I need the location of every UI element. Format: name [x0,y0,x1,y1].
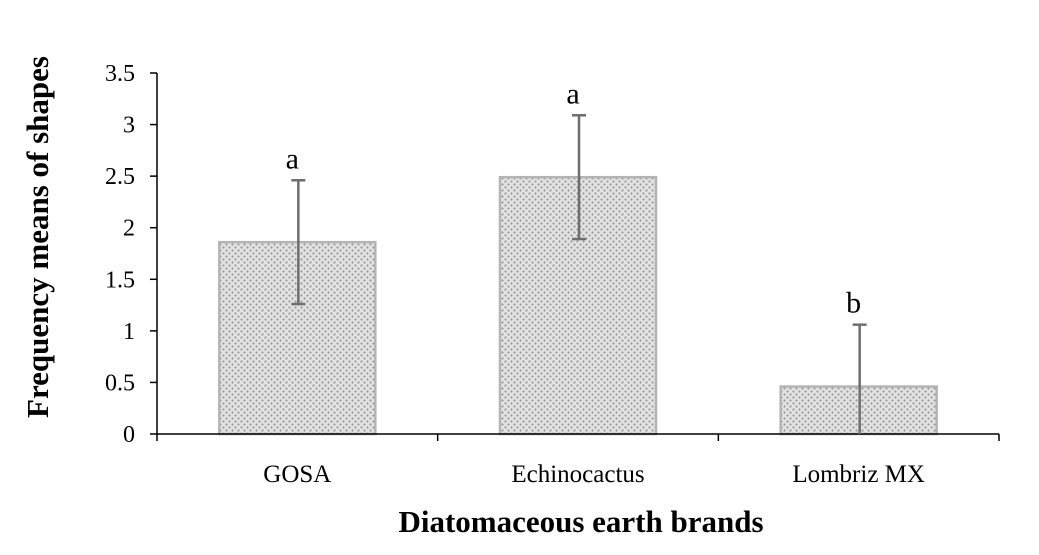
significance-label: a [566,77,579,110]
y-tick-label: 2 [123,216,135,242]
y-tick-label: 1.5 [105,267,135,293]
y-tick-label: 0.5 [105,370,135,396]
y-tick-label: 3 [123,113,135,139]
x-tick-label: Lombriz MX [792,461,925,488]
y-tick-label: 0 [123,422,135,448]
x-axis-title: Diatomaceous earth brands [398,504,763,539]
x-tick-label: Echinocactus [511,461,644,488]
x-tick-label: GOSA [263,461,331,488]
significance-label: a [286,142,299,175]
y-tick-label: 3.5 [105,61,135,87]
y-axis-title: Frequency means of shapes [20,56,55,418]
plot-area: 0 0.5 1 1.5 2 2.5 3 3.5 GOSA Echinocactus Lombriz … [105,61,1000,488]
y-tick-label: 2.5 [105,164,135,190]
significance-label: b [846,287,861,320]
y-tick-label: 1 [123,319,135,345]
